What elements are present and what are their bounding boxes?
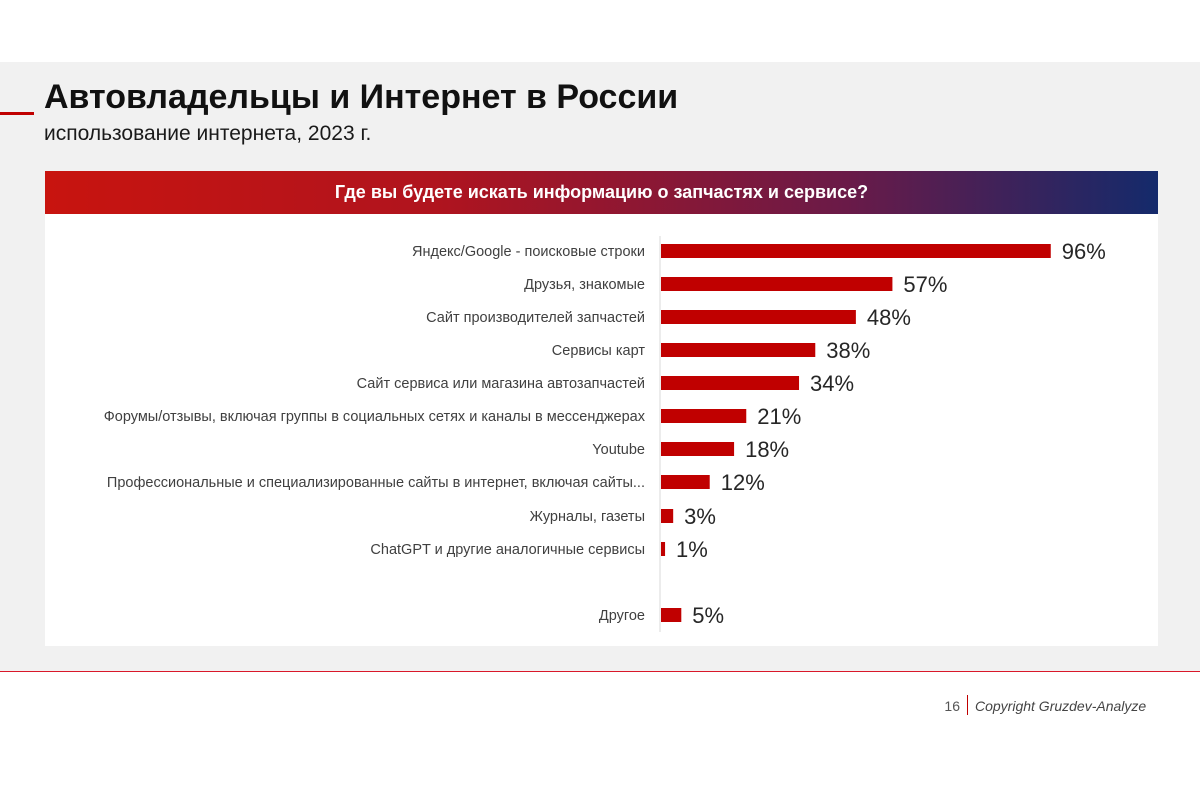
value-label: 1% <box>676 537 708 562</box>
value-label: 12% <box>721 470 765 495</box>
category-label: Профессиональные и специализированные са… <box>107 475 645 491</box>
bar <box>661 542 666 556</box>
page-subtitle: использование интернета, 2023 г. <box>44 122 372 145</box>
title-accent-line <box>0 112 34 115</box>
bar-chart: Яндекс/Google - поисковые строки 96% Друзь… <box>104 236 1106 632</box>
page-title: Автовладельцы и Интернет в России <box>44 78 679 116</box>
category-label: ChatGPT и другие аналогичные сервисы <box>370 542 645 558</box>
value-label: 57% <box>903 272 947 297</box>
category-label: Сайт сервиса или магазина автозапчастей <box>357 376 645 392</box>
bar <box>661 277 893 291</box>
footer: 16 Copyright Gruzdev-Analyze <box>0 671 1200 737</box>
page-number: 16 <box>944 698 960 714</box>
category-label: Журналы, газеты <box>530 509 645 525</box>
chart-question-banner: Где вы будете искать информацию о запчас… <box>45 171 1158 214</box>
chart-title: Где вы будете искать информацию о запчас… <box>334 182 869 202</box>
category-label: Сайт производителей запчастей <box>426 310 645 326</box>
bar <box>661 310 856 324</box>
bar <box>661 509 674 523</box>
value-label: 34% <box>810 371 854 396</box>
bar <box>661 442 735 456</box>
value-label: 18% <box>745 437 789 462</box>
footer-divider <box>967 695 968 715</box>
category-label: Сервисы карт <box>552 343 646 359</box>
category-label: Яндекс/Google - поисковые строки <box>412 244 645 260</box>
bar <box>661 376 800 390</box>
bar <box>661 343 816 357</box>
value-label: 3% <box>684 504 716 529</box>
value-label: 48% <box>867 305 911 330</box>
category-label: Youtube <box>592 442 645 458</box>
chart-panel: Яндекс/Google - поисковые строки 96% Друзь… <box>45 214 1158 646</box>
bar <box>661 608 682 622</box>
category-label: Форумы/отзывы, включая группы в социальн… <box>104 409 646 425</box>
value-label: 21% <box>757 404 801 429</box>
value-label: 5% <box>692 603 724 628</box>
category-label: Друзья, знакомые <box>524 277 645 293</box>
bar <box>661 475 710 489</box>
value-label: 38% <box>826 338 870 363</box>
bar <box>661 409 747 423</box>
category-label: Другое <box>599 608 645 624</box>
bar <box>661 244 1051 258</box>
value-label: 96% <box>1062 239 1106 264</box>
copyright-text: Copyright Gruzdev-Analyze <box>975 698 1147 714</box>
